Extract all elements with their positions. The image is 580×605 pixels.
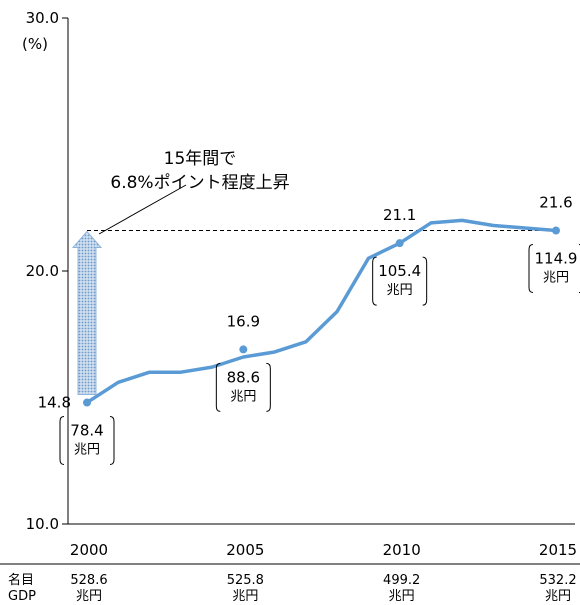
footer-gdp-unit: 兆円: [545, 589, 571, 604]
bracket-unit: 兆円: [387, 283, 413, 298]
footer-gdp-value: 528.6: [70, 573, 107, 588]
bracket-left: [372, 256, 377, 306]
bracket-unit: 兆円: [230, 389, 256, 404]
bracket-value: 105.4: [378, 262, 421, 280]
gdp-bracket: 105.4 兆円: [372, 256, 428, 306]
increase-arrow: [71, 230, 103, 396]
footer-gdp-value: 525.8: [227, 573, 264, 588]
bracket-right: [109, 416, 115, 466]
x-tick-label: 2000: [70, 541, 108, 559]
series-line: [85, 218, 558, 405]
data-point-label: 21.6: [539, 194, 572, 212]
gdp-bracket: 88.6 兆円: [215, 362, 271, 412]
bracket-right: [422, 256, 428, 306]
footer-gdp-value: 499.2: [383, 573, 420, 588]
gdp-bracket: 78.4 兆円: [59, 416, 115, 466]
x-tick-label: 2010: [383, 541, 421, 559]
footer-gdp-unit: 兆円: [389, 589, 415, 604]
footer-row-label-line1: 名目: [8, 572, 34, 588]
y-tick-label: 30.0: [26, 9, 59, 27]
data-point-label: 21.1: [383, 206, 416, 224]
data-point-marker: [395, 239, 404, 248]
bracket-left: [59, 416, 65, 466]
annotation-line-1: 15年間で: [164, 149, 237, 169]
data-point-marker: [239, 345, 248, 354]
footer-gdp-unit: 兆円: [76, 589, 102, 604]
x-tick-label: 2015: [539, 541, 577, 559]
footer-row-label-line2: GDP: [8, 589, 36, 604]
bracket-unit: 兆円: [543, 271, 569, 286]
bracket-left: [528, 244, 534, 294]
bracket-unit: 兆円: [74, 443, 100, 458]
annotation-line-2: 6.8%ポイント程度上昇: [110, 173, 289, 193]
footer-gdp-unit: 兆円: [232, 589, 258, 604]
bracket-value: 78.4: [70, 422, 103, 440]
bracket-value: 88.6: [227, 368, 260, 386]
data-point-marker: [552, 226, 560, 235]
annotation-leader-line: [98, 184, 187, 235]
gdp-bracket: 114.9 兆円: [528, 244, 580, 294]
footer-gdp-value: 532.2: [539, 573, 576, 588]
bracket-right: [266, 362, 271, 412]
data-point-marker: [83, 398, 91, 407]
y-tick-label: 20.0: [26, 262, 59, 280]
bracket-left: [215, 362, 221, 412]
y-unit-label: (%): [22, 35, 48, 53]
y-tick-label: 10.0: [26, 515, 59, 533]
x-tick-label: 2005: [226, 541, 264, 559]
bracket-value: 114.9: [535, 250, 578, 268]
data-point-label: 14.8: [38, 394, 71, 412]
data-point-label: 16.9: [227, 312, 260, 330]
